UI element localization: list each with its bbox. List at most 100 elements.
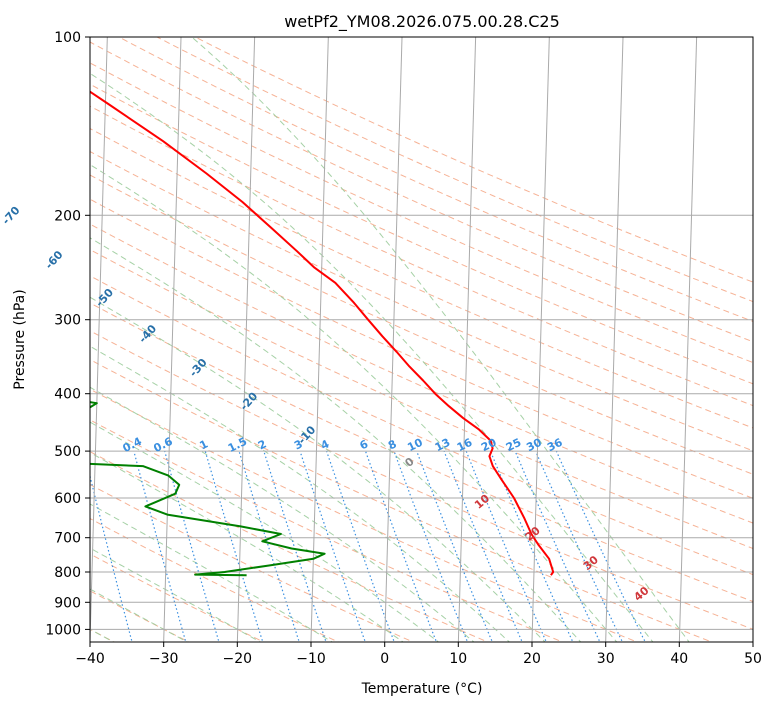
- dry-adiabat-line: [90, 127, 753, 429]
- dry-adiabat-label: -70: [0, 204, 23, 228]
- chart-title: wetPf2_YM08.2026.075.00.28.C25: [284, 12, 560, 32]
- dry-adiabat-line: [90, 358, 714, 642]
- mixing-ratio-label: 2: [256, 437, 269, 452]
- mixing-ratio-line: [364, 450, 438, 642]
- mixing-ratio-label: 16: [455, 436, 475, 455]
- moist-adiabat-line: [90, 386, 475, 642]
- mixing-ratio-line: [393, 450, 469, 642]
- y-tick-label: 500: [54, 444, 81, 460]
- dry-adiabat-line: [90, 553, 265, 642]
- x-tick-label: −20: [223, 651, 253, 667]
- mixing-ratio-line: [299, 450, 366, 642]
- mixing-ratio-line: [416, 450, 493, 642]
- isotherm-line: [605, 37, 624, 642]
- y-tick-label: 100: [54, 30, 81, 46]
- dry-adiabat-line: [90, 483, 415, 642]
- y-tick-label: 700: [54, 531, 81, 547]
- sounding-profiles: [90, 90, 555, 577]
- mixing-ratio-line: [555, 450, 646, 642]
- dry-adiabat-line: [155, 37, 753, 303]
- x-tick-label: 50: [744, 651, 762, 667]
- mixing-ratio-label: 36: [545, 436, 565, 455]
- mixing-ratio-label: 30: [524, 436, 544, 455]
- background-grid: [37, 37, 753, 644]
- axes: −40 −30 −20 −10 0 10 20 30 40 5010020030040050060…: [45, 30, 762, 667]
- dry-adiabat-label: -60: [43, 248, 66, 272]
- moist-adiabat-line: [90, 451, 404, 642]
- dry-adiabat-line: [90, 105, 753, 407]
- y-tick-label: 300: [54, 313, 81, 329]
- mixing-ratio-label: 8: [386, 437, 399, 452]
- x-tick-label: −30: [149, 651, 179, 667]
- dry-adiabat-line: [90, 517, 340, 642]
- mixing-ratio-label: 0.4: [121, 435, 145, 455]
- mixing-ratio-label: 1.5: [226, 435, 249, 455]
- mixing-ratio-line: [164, 450, 220, 642]
- mixing-ratio-label: 0.6: [152, 435, 176, 455]
- mixing-ratio-line: [133, 450, 187, 642]
- isotherm-line: [310, 37, 329, 642]
- dry-adiabat-line: [90, 62, 753, 364]
- mixing-ratio-line: [514, 450, 601, 642]
- moist-adiabat-line: [191, 37, 690, 642]
- mixing-ratio-line: [326, 450, 395, 642]
- moist-adiabat-label: 0: [402, 455, 416, 470]
- x-tick-label: 30: [597, 651, 615, 667]
- mixing-ratio-line: [263, 450, 327, 642]
- isotherm-line: [90, 37, 108, 642]
- moist-adiabat-line: [90, 503, 334, 642]
- y-tick-label: 800: [54, 565, 81, 581]
- x-axis-label: Temperature (°C): [361, 681, 483, 697]
- mixing-ratio-line: [37, 451, 82, 644]
- mixing-ratio-line: [465, 450, 547, 642]
- isotherm-line: [236, 37, 256, 642]
- isotherm-line: [163, 37, 182, 642]
- isotherm-line: [678, 37, 698, 642]
- moist-adiabat-label: 10: [472, 492, 492, 512]
- dry-adiabat-line: [90, 83, 753, 385]
- mixing-ratio-line: [204, 450, 264, 642]
- mixing-ratio-line: [238, 450, 300, 642]
- dry-adiabat-label: -40: [136, 322, 159, 346]
- moist-adiabat-line: [90, 237, 582, 642]
- dry-adiabat-line: [90, 41, 753, 343]
- mixing-ratio-label: 1: [197, 437, 210, 452]
- dry-adiabat-line: [117, 37, 753, 322]
- dewpoint-profile-line: [90, 401, 326, 577]
- mixing-ratio-line: [90, 473, 133, 642]
- moist-adiabat-line: [90, 296, 546, 642]
- isotherm-line: [384, 37, 403, 642]
- dry-adiabat-line: [90, 330, 753, 630]
- mixing-ratio-label: 6: [358, 437, 371, 452]
- y-tick-label: 1000: [45, 622, 81, 638]
- isotherm-line: [752, 623, 753, 642]
- x-tick-label: −40: [75, 651, 105, 667]
- x-tick-label: −10: [296, 651, 326, 667]
- dry-adiabat-label: -30: [187, 356, 210, 380]
- x-tick-label: 20: [523, 651, 541, 667]
- x-tick-label: 10: [449, 651, 467, 667]
- dry-adiabat-line: [194, 37, 753, 283]
- y-tick-label: 400: [54, 387, 81, 403]
- mixing-ratio-label: 13: [433, 436, 452, 454]
- plot-frame: [89, 36, 754, 643]
- dry-adiabat-line: [90, 451, 489, 642]
- mixing-ratio-line: [535, 450, 624, 642]
- moist-adiabat-line: [90, 421, 440, 642]
- isotherm-line: [457, 37, 477, 642]
- moist-adiabat-line: [90, 72, 654, 642]
- dry-adiabat-line: [90, 419, 564, 642]
- mixing-ratio-label: 25: [504, 436, 523, 454]
- moist-adiabat-line: [90, 345, 511, 642]
- mixing-ratio-label: 20: [479, 436, 499, 455]
- y-tick-label: 900: [54, 595, 81, 611]
- temperature-profile-line: [90, 90, 555, 576]
- x-tick-label: 0: [380, 651, 389, 667]
- mixing-ratio-label: 10: [405, 436, 425, 455]
- x-tick-label: 40: [670, 651, 688, 667]
- y-tick-label: 200: [54, 208, 81, 224]
- y-axis-label: Pressure (hPa): [12, 289, 28, 389]
- dry-adiabat-label: -20: [237, 389, 260, 413]
- moist-adiabat-label: 20: [523, 524, 543, 544]
